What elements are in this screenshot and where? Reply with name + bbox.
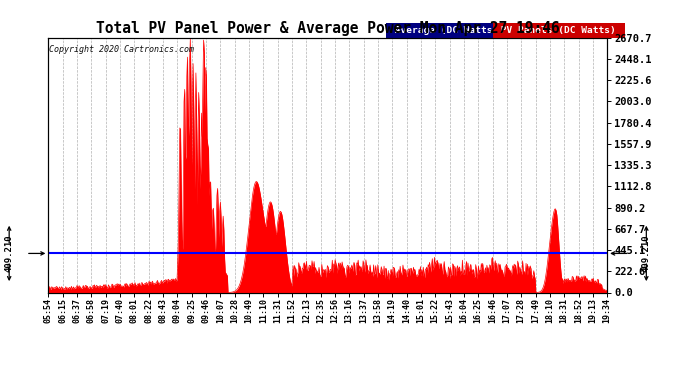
Title: Total PV Panel Power & Average Power Mon Apr 27 19:46: Total PV Panel Power & Average Power Mon… <box>96 21 560 36</box>
Text: 409.210: 409.210 <box>642 235 651 272</box>
Text: PV Panels (DC Watts): PV Panels (DC Watts) <box>495 26 622 35</box>
Text: Copyright 2020 Cartronics.com: Copyright 2020 Cartronics.com <box>50 45 195 54</box>
Text: 409.210: 409.210 <box>5 235 14 272</box>
Text: Average (DC Watts): Average (DC Watts) <box>389 26 504 35</box>
